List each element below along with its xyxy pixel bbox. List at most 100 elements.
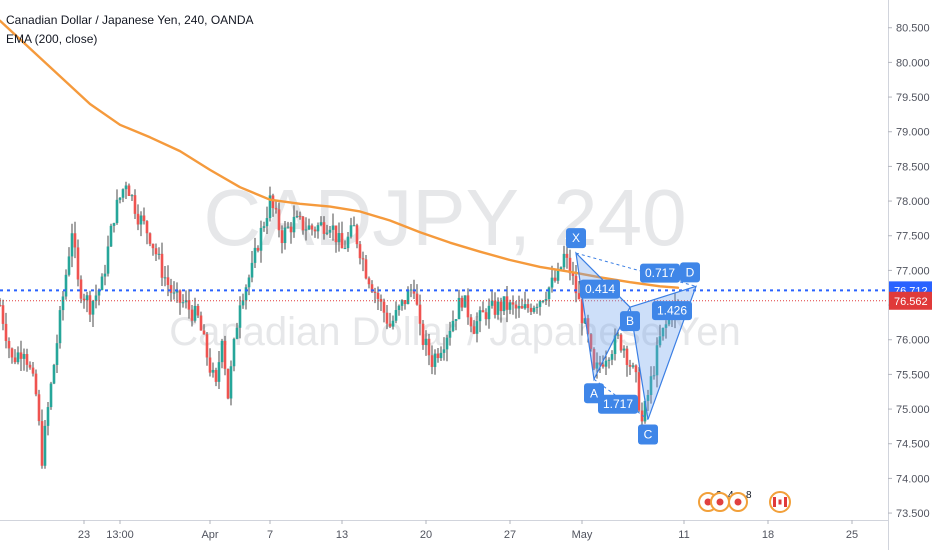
candle-body [445, 337, 449, 350]
candle [268, 186, 272, 222]
candle [655, 337, 659, 388]
canada-flag-icon[interactable] [769, 491, 791, 513]
candle-body [589, 334, 593, 349]
candle-body [7, 340, 11, 349]
candle [508, 299, 512, 315]
candle-body [529, 307, 533, 312]
candle-body [169, 285, 173, 293]
pattern-point-c-text: C [644, 427, 653, 441]
candle [280, 225, 284, 254]
candle [118, 197, 122, 204]
candle [46, 402, 50, 436]
candle-body [250, 262, 254, 278]
candle [82, 293, 86, 309]
pattern-point-b[interactable]: B [620, 311, 640, 332]
candle-body [220, 340, 224, 363]
candle [664, 320, 668, 339]
pattern-point-d-text: D [686, 265, 695, 279]
candle [49, 381, 53, 410]
candle [403, 300, 407, 310]
candle-body [442, 349, 446, 353]
candle [532, 305, 536, 314]
candle-body [469, 317, 473, 327]
candle-body [478, 310, 482, 322]
candle [451, 310, 455, 333]
candle [151, 243, 155, 256]
candle [139, 211, 143, 237]
candle-body [286, 226, 290, 228]
last-price-badge-bg [889, 291, 932, 310]
candle-body [283, 227, 287, 244]
candle [502, 296, 506, 316]
price-axis-bg [888, 0, 932, 550]
events[interactable]: 248 [698, 490, 791, 513]
candle-body [181, 302, 185, 304]
candle-body [544, 299, 548, 301]
candle-body [556, 269, 560, 281]
pattern-point-d[interactable]: D [680, 262, 700, 283]
symbol-title[interactable]: Canadian Dollar / Japanese Yen, 240, OAN… [6, 13, 254, 27]
candle-body [13, 357, 17, 363]
candle [484, 308, 488, 326]
candle-body [16, 352, 20, 363]
candle-body [613, 335, 617, 355]
candle [556, 262, 560, 284]
candle-body [451, 320, 455, 331]
pattern-ratio-label[interactable]: 0.414 [580, 279, 620, 299]
candle-body [298, 215, 302, 217]
pattern-ratio-label[interactable]: 1.717 [598, 394, 638, 414]
indicator-title[interactable]: EMA (200, close) [6, 32, 98, 46]
candle [592, 347, 596, 371]
candle [154, 243, 158, 261]
pattern-point-c[interactable]: C [638, 424, 658, 445]
candle-body [121, 189, 125, 198]
event-marker[interactable]: 8 [728, 490, 752, 512]
candle [22, 348, 26, 371]
candle [265, 206, 269, 234]
candle [202, 324, 206, 335]
candle [4, 312, 8, 349]
pattern-ratio-label-text: 0.717 [645, 266, 675, 280]
candle [274, 200, 278, 214]
candle-body [601, 364, 605, 367]
candle-body [574, 275, 578, 294]
time-axis[interactable]: 23 13:00 Apr 7 13 20 27 May 11 18 25 [0, 520, 888, 550]
last-price-badge[interactable]: 76.562 [889, 291, 932, 310]
candle [34, 369, 38, 397]
pattern-ratio-label[interactable]: 0.717 [640, 263, 680, 283]
pattern-ratio-label-bg [640, 263, 680, 283]
candle-body [10, 348, 14, 358]
candle-body [280, 230, 284, 244]
candle [277, 202, 281, 238]
price-tick-label: 78.000 [896, 196, 930, 208]
pattern-ratio-label[interactable]: 1.426 [652, 301, 692, 321]
candle-body [367, 278, 371, 285]
time-axis-bg [0, 520, 888, 550]
time-tick-label: 7 [267, 529, 273, 541]
candle [529, 303, 533, 316]
candle [160, 242, 164, 287]
candle [364, 254, 368, 280]
candle-body [163, 277, 167, 279]
candle-body [655, 345, 659, 376]
candle-body [319, 222, 323, 226]
candle-body [355, 225, 359, 245]
candle [223, 335, 227, 376]
candle [562, 245, 566, 270]
ema-line-group [0, 19, 680, 289]
candle [76, 239, 80, 287]
candle [418, 294, 422, 336]
harmonic-pattern[interactable]: X A B C D 0.717 0.414 1.426 1.717 [566, 228, 700, 445]
pattern-point-x[interactable]: X [566, 228, 586, 249]
candle [391, 315, 395, 330]
pattern-ratio-label-bg [598, 394, 638, 414]
candle-body [493, 300, 497, 315]
candle [271, 193, 275, 217]
candle-body [337, 233, 341, 243]
candle [259, 220, 263, 263]
price-axis[interactable]: 80.500 80.000 79.500 79.000 78.500 78.000 77.5… [888, 0, 932, 550]
candle [73, 221, 77, 259]
candle [289, 221, 293, 244]
